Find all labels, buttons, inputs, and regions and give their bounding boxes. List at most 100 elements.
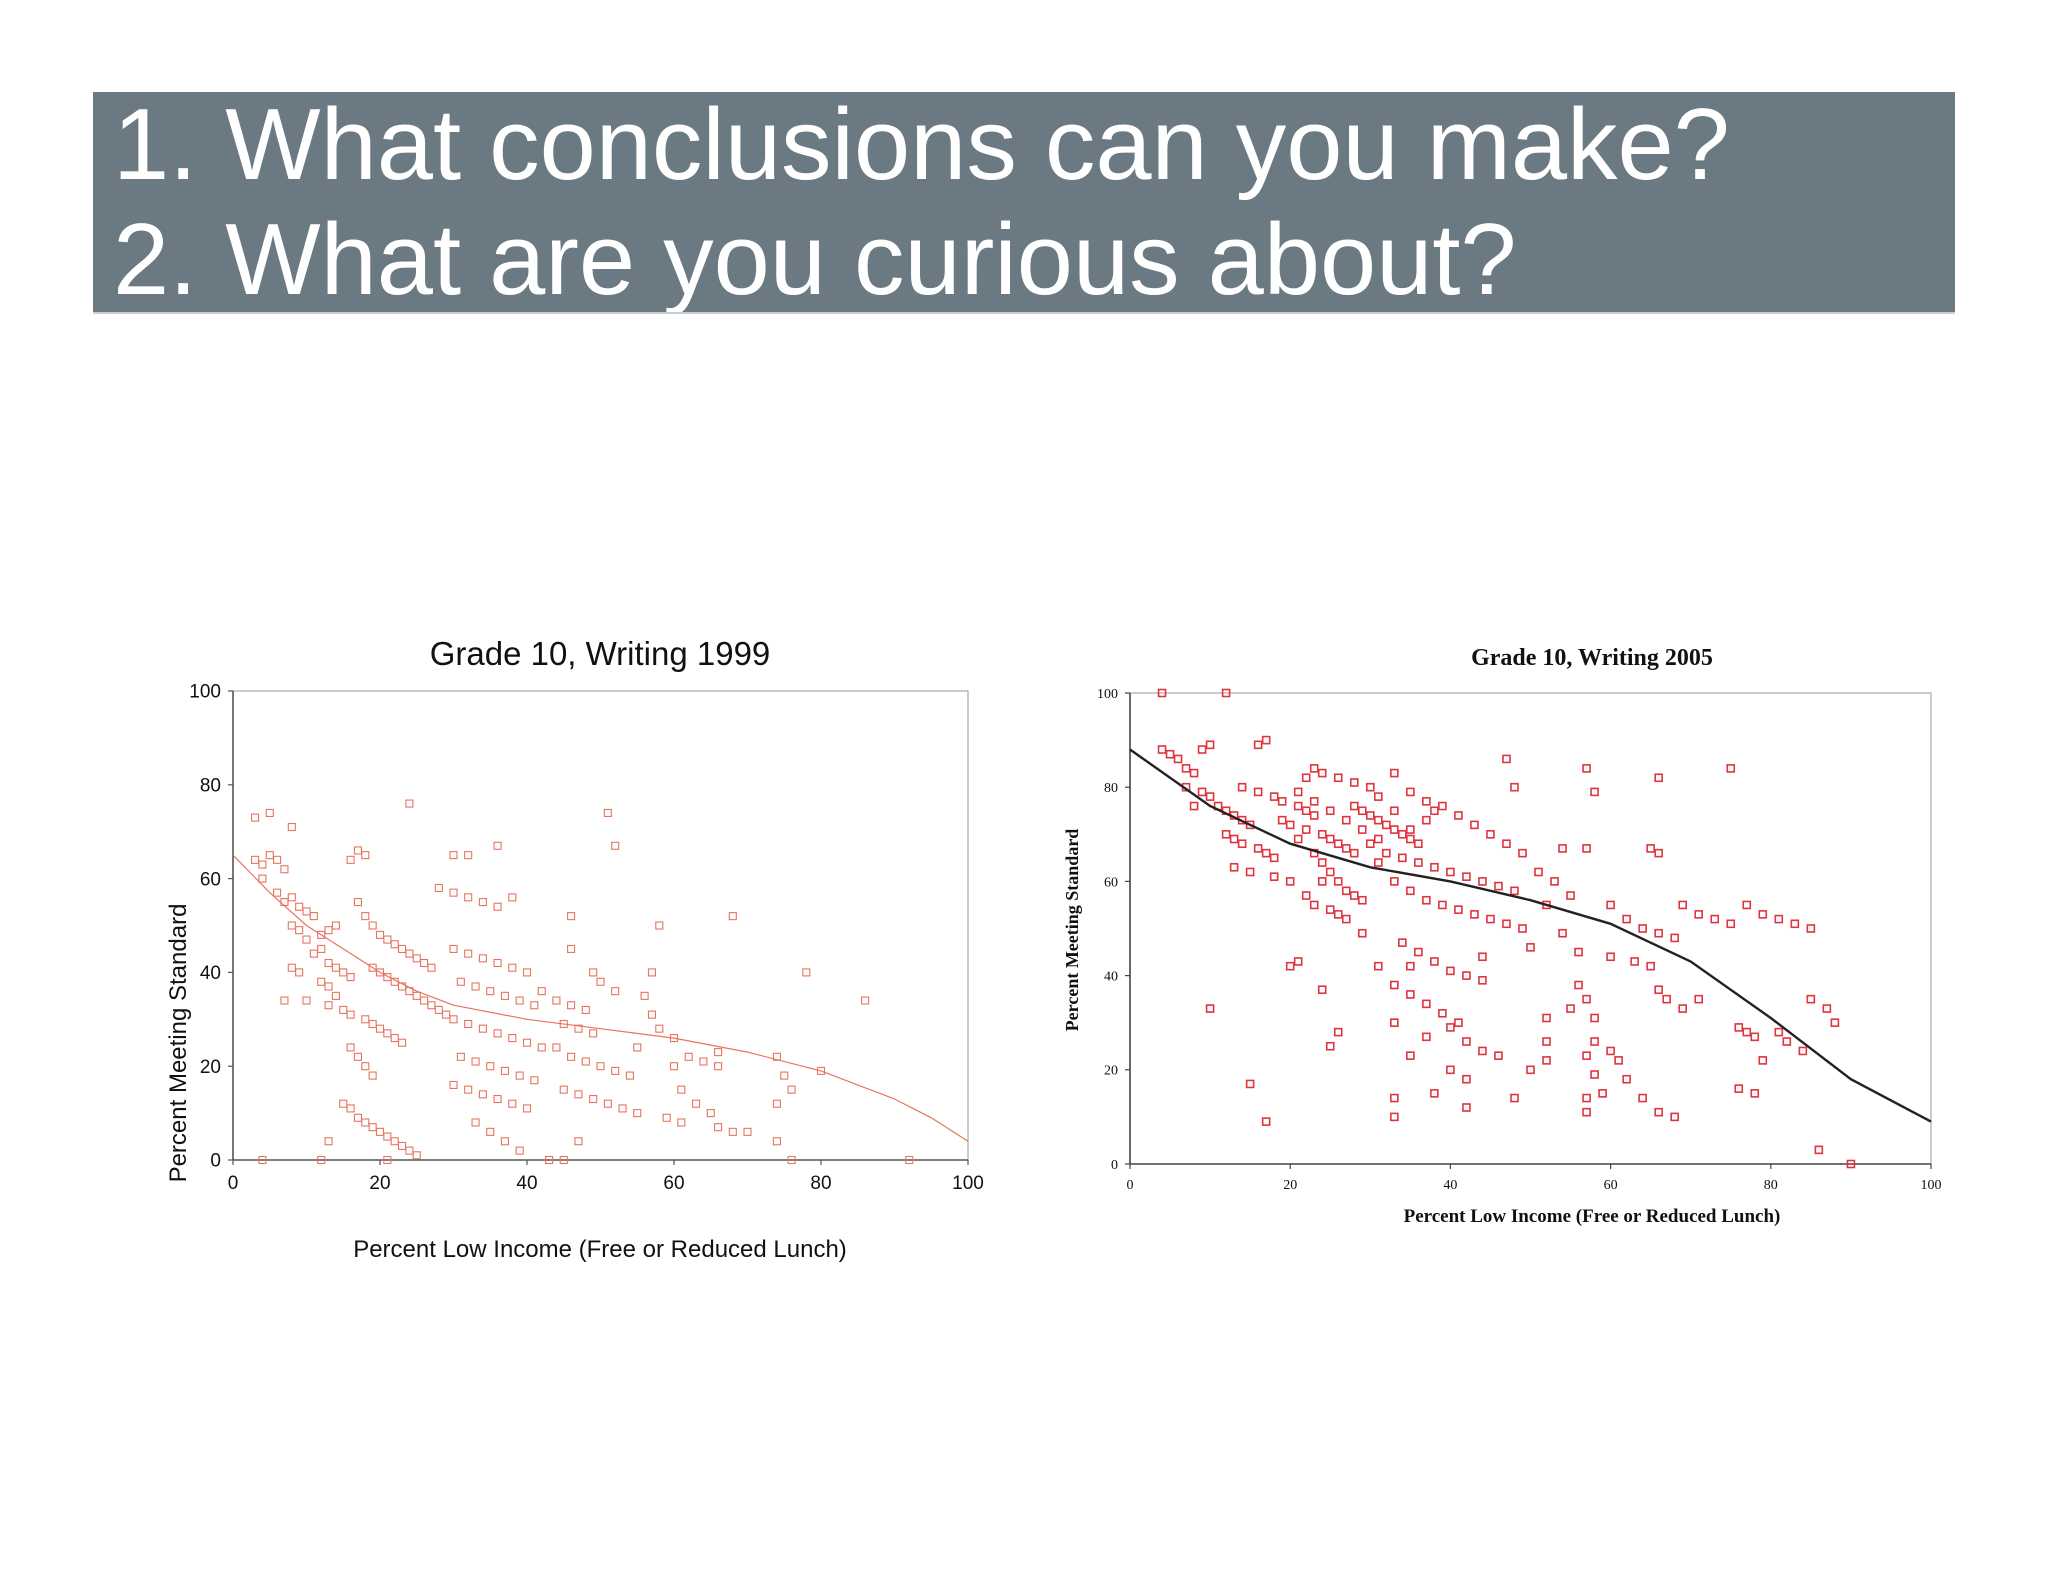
chart-1999-data-point: [603, 808, 612, 817]
chart-2005-data-point: [1606, 900, 1615, 910]
chart-2005-data-point: [1454, 905, 1463, 914]
chart-1999-data-point: [361, 1062, 370, 1071]
chart-1999-data-point: [390, 1137, 399, 1146]
chart-1999-data-point: [544, 1155, 554, 1165]
chart-2005-data-point: [1694, 910, 1704, 919]
chart-1999-data-point: [574, 1090, 583, 1099]
chart-2005-data-point: [1422, 895, 1431, 905]
chart-1999-data-point: [287, 921, 296, 930]
chart-1999-data-point: [324, 958, 333, 968]
chart-1999-data-point: [258, 860, 267, 869]
chart-1999-data-point: [346, 1104, 355, 1113]
chart-2005-data-point: [1325, 867, 1335, 877]
chart-1999-data-point: [743, 1127, 752, 1136]
chart-2005-data-point: [1526, 943, 1535, 952]
chart-2005-data-point: [1542, 1056, 1551, 1065]
chart-1999-data-point: [640, 991, 649, 1000]
chart-2005-data-point: [1333, 839, 1343, 849]
chart-1999-data-point: [346, 1010, 355, 1019]
chart-1999-data-point: [478, 1090, 487, 1099]
chart-2005-y-tick-label: 60: [1104, 875, 1118, 890]
chart-1999-data-point: [383, 973, 392, 982]
chart-1999-data-point: [471, 1057, 480, 1066]
chart-1999-data-point: [655, 1024, 664, 1033]
chart-2005-data-point: [1518, 848, 1527, 858]
chart-1999-data-point: [522, 1038, 532, 1047]
chart-1999-data-point: [464, 1085, 473, 1094]
chart-1999-data-point: [339, 1099, 348, 1108]
chart-2005-data-point: [1205, 740, 1215, 750]
chart-2005-data-point: [1758, 910, 1768, 919]
chart-1999-data-point: [655, 921, 664, 930]
chart-2005-data-point: [1309, 811, 1319, 820]
chart-2005-data-point: [1349, 778, 1359, 787]
chart-1999-x-tick-label: 100: [952, 1173, 984, 1194]
chart-2005-data-point: [1750, 1032, 1760, 1042]
chart-1999-x-tick-label: 40: [516, 1173, 537, 1194]
chart-1999-data-point: [802, 968, 811, 977]
chart-1999-data-point: [309, 949, 318, 958]
chart-2005-data-point: [1189, 801, 1199, 811]
chart-2005-data-point: [1438, 1008, 1447, 1018]
chart-1999-data-point: [603, 1099, 612, 1108]
chart-2005-data-point: [1582, 1051, 1591, 1060]
chart-1999-data-point: [331, 991, 340, 1000]
chart-1999-data-point: [353, 846, 362, 855]
chart-2005-data-point: [1478, 976, 1487, 985]
chart-1999-y-tick-label: 80: [200, 775, 221, 796]
chart-2005-data-point: [1430, 1089, 1439, 1098]
chart-2005-data-point: [1726, 919, 1736, 929]
chart-1999-data-point: [361, 851, 370, 860]
chart-2005-data-point: [1726, 764, 1736, 773]
chart-2005-data-point: [1494, 1051, 1503, 1060]
chart-1999-data-point: [611, 987, 620, 996]
chart-1999-data-point: [714, 1062, 723, 1071]
chart-2005-data-point: [1510, 886, 1519, 896]
chart-2005-data-point: [1237, 839, 1247, 849]
chart-2005-data-point: [1165, 749, 1175, 759]
chart-1999-data-point: [530, 1076, 539, 1085]
chart-2005-data-point: [1438, 900, 1447, 910]
chart-2005-data-point: [1406, 886, 1415, 896]
chart-2005-data-point: [1237, 782, 1247, 792]
chart-2005-data-point: [1678, 900, 1687, 910]
chart-1999-data-point: [596, 1062, 605, 1071]
chart-1999-data-point: [353, 897, 362, 907]
chart-2005-data-point: [1526, 1065, 1535, 1075]
chart-2005-data-point: [1157, 745, 1167, 754]
chart-2005-data-point: [1317, 768, 1327, 778]
chart-2005-data-point: [1245, 820, 1255, 830]
chart-1999-data-point: [280, 897, 289, 907]
chart-2005-data-point: [1582, 764, 1591, 773]
chart-2005-data-point: [1261, 848, 1271, 858]
chart-2005-data-point: [1325, 834, 1335, 844]
chart-1999-data-point: [375, 1024, 385, 1033]
chart-2005-y-tick-label: 40: [1104, 970, 1118, 985]
chart-2005-data-point: [1670, 933, 1679, 943]
chart-2005-data-point: [1157, 688, 1167, 698]
chart-1999-data-point: [273, 855, 282, 864]
chart-2005-data-point: [1406, 1051, 1415, 1060]
chart-1999-data-point: [346, 855, 355, 864]
chart-1999-data-point: [287, 893, 296, 902]
chart-2005-data-point: [1622, 914, 1631, 924]
chart-2005-x-tick-label: 80: [1764, 1178, 1778, 1193]
chart-2005-data-point: [1462, 1037, 1471, 1046]
chart-1999-data-point: [589, 1094, 598, 1104]
chart-1999-y-tick-label: 20: [200, 1057, 221, 1078]
chart-1999-data-point: [464, 893, 473, 902]
chart-2005-data-point: [1349, 801, 1359, 811]
chart-2005-data-point: [1710, 914, 1720, 924]
chart-1999-data-point: [383, 1155, 392, 1165]
chart-1999-data-point: [471, 1118, 480, 1127]
chart-2005-data-point: [1414, 839, 1423, 849]
chart-2005-data-point: [1390, 825, 1399, 834]
chart-1999-title: Grade 10, Writing 1999: [430, 635, 771, 672]
chart-1999-data-point: [324, 1001, 333, 1010]
chart-2005-data-point: [1430, 957, 1439, 966]
chart-2005-data-point: [1654, 928, 1663, 938]
chart-1999-data-point: [515, 1071, 524, 1080]
chart-2005-data-point: [1317, 877, 1327, 886]
chart-2005-data-point: [1269, 853, 1279, 863]
chart-2005-data-point: [1341, 815, 1351, 825]
